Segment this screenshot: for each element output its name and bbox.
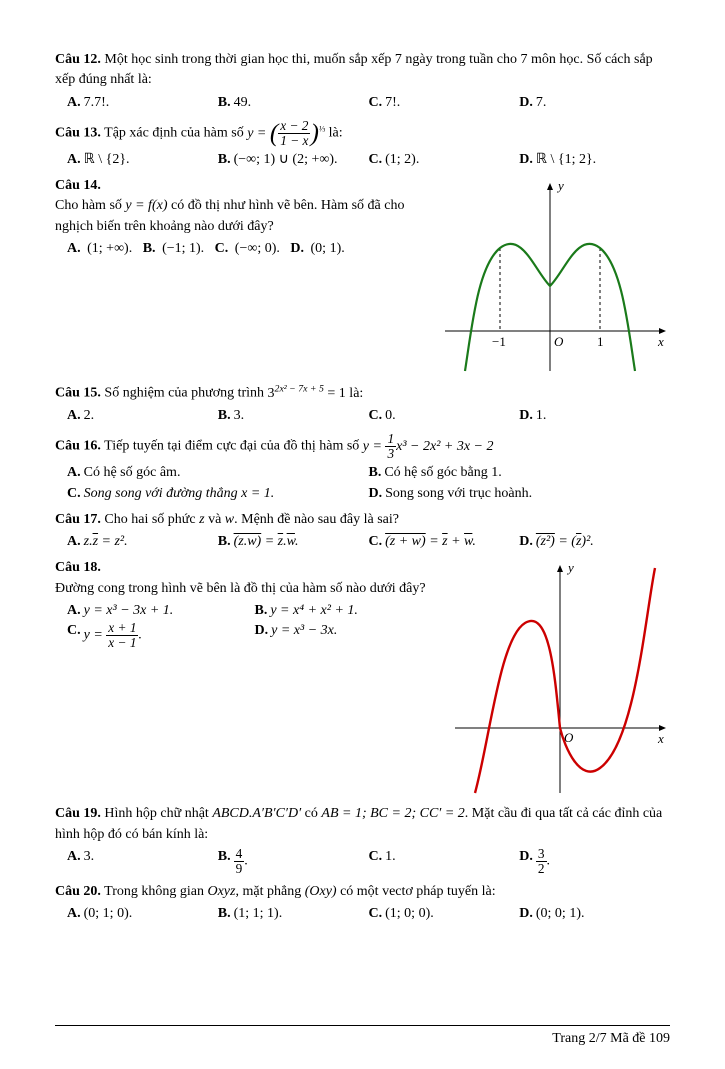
question-17: Câu 17. Cho hai số phức z và w. Mệnh đề … — [55, 510, 670, 553]
q14-func: y = f(x) — [125, 198, 167, 213]
svg-text:x: x — [657, 731, 664, 746]
q19-options: A.3. B.49. C.1. D.32. — [67, 847, 670, 876]
q13-opt-b: B.(−∞; 1) ∪ (2; +∞). — [218, 150, 369, 170]
svg-text:y: y — [556, 178, 564, 193]
q15-expr: 32x² − 7x + 5 = 1 là: — [268, 386, 364, 401]
q15-label: Câu 15. — [55, 386, 101, 401]
question-12: Câu 12. Một học sinh trong thời gian học… — [55, 50, 670, 113]
q15-text: Số nghiệm của phương trình — [101, 386, 268, 401]
q16-text: Tiếp tuyến tại điểm cực đại của đồ thị h… — [101, 439, 363, 454]
q12-label: Câu 12. — [55, 52, 101, 67]
q16-expr: y = 13x³ − 2x² + 3x − 2 — [363, 439, 494, 454]
svg-text:y: y — [566, 560, 574, 575]
q16-options: A.Có hệ số góc âm. B.Có hệ số góc bằng 1… — [67, 463, 670, 504]
q18-graph-svg: x y O — [450, 558, 670, 798]
q17-text: Cho hai số phức — [101, 512, 199, 527]
q16-label: Câu 16. — [55, 439, 101, 454]
question-13: Câu 13. Tập xác định của hàm số y = (x −… — [55, 119, 670, 170]
svg-text:x: x — [657, 334, 664, 349]
q12-opt-d: D.7. — [519, 93, 670, 113]
q14-graph: x y O −1 1 — [440, 176, 670, 376]
q14-label: Câu 14. — [55, 178, 101, 193]
question-18: Câu 18. Đường cong trong hình vẽ bên là … — [55, 558, 670, 798]
q18-text: Đường cong trong hình vẽ bên là đồ thị c… — [55, 581, 426, 596]
q17-options: A.z.z = z². B.(z.w) = z.w. C.(z + w) = z… — [67, 532, 670, 552]
q13-opt-c: C.(1; 2). — [369, 150, 520, 170]
q13-options: A.ℝ \ {2}. B.(−∞; 1) ∪ (2; +∞). C.(1; 2)… — [67, 150, 670, 170]
question-15: Câu 15. Số nghiệm của phương trình 32x² … — [55, 382, 670, 426]
q17-label: Câu 17. — [55, 512, 101, 527]
q13-opt-a: A.ℝ \ {2}. — [67, 150, 218, 170]
q13-text-before: Tập xác định của hàm số — [101, 126, 247, 141]
q15-options: A.2. B.3. C.0. D.1. — [67, 406, 670, 426]
svg-text:1: 1 — [597, 334, 604, 349]
q18-graph: x y O — [450, 558, 670, 798]
q12-options: A.7.7!. B.49. C.7!. D.7. — [67, 93, 670, 113]
q18-options: A.y = x³ − 3x + 1. B.y = x⁴ + x² + 1. C.… — [67, 601, 442, 650]
q20-options: A.(0; 1; 0). B.(1; 1; 1). C.(1; 0; 0). D… — [67, 904, 670, 924]
question-20: Câu 20. Trong không gian Oxyz, mặt phẳng… — [55, 882, 670, 925]
q12-opt-c: C.7!. — [369, 93, 520, 113]
question-19: Câu 19. Hình hộp chữ nhật ABCD.A′B′C′D′ … — [55, 804, 670, 876]
q13-opt-d: D.ℝ \ {1; 2}. — [519, 150, 670, 170]
q13-label: Câu 13. — [55, 126, 101, 141]
q12-text: Một học sinh trong thời gian học thi, mu… — [55, 52, 653, 87]
q14-options: A. (1; +∞). B. (−1; 1). C. (−∞; 0). D. (… — [67, 239, 432, 259]
q14-line1: Cho hàm số — [55, 198, 125, 213]
svg-text:−1: −1 — [492, 334, 506, 349]
q14-graph-svg: x y O −1 1 — [440, 176, 670, 376]
q13-text-after: là: — [329, 126, 343, 141]
q20-label: Câu 20. — [55, 884, 101, 899]
question-16: Câu 16. Tiếp tuyến tại điểm cực đại của … — [55, 432, 670, 504]
question-14: Câu 14. Cho hàm số y = f(x) có đồ thị nh… — [55, 176, 670, 376]
q12-opt-a: A.7.7!. — [67, 93, 218, 113]
svg-text:O: O — [554, 334, 564, 349]
footer-text: Trang 2/7 Mã đề 109 — [552, 1031, 670, 1046]
page-footer: Trang 2/7 Mã đề 109 — [55, 1025, 670, 1049]
q12-opt-b: B.49. — [218, 93, 369, 113]
q13-expr: y = (x − 21 − x)⅓ — [247, 126, 325, 141]
q18-label: Câu 18. — [55, 560, 101, 575]
q19-label: Câu 19. — [55, 806, 101, 821]
